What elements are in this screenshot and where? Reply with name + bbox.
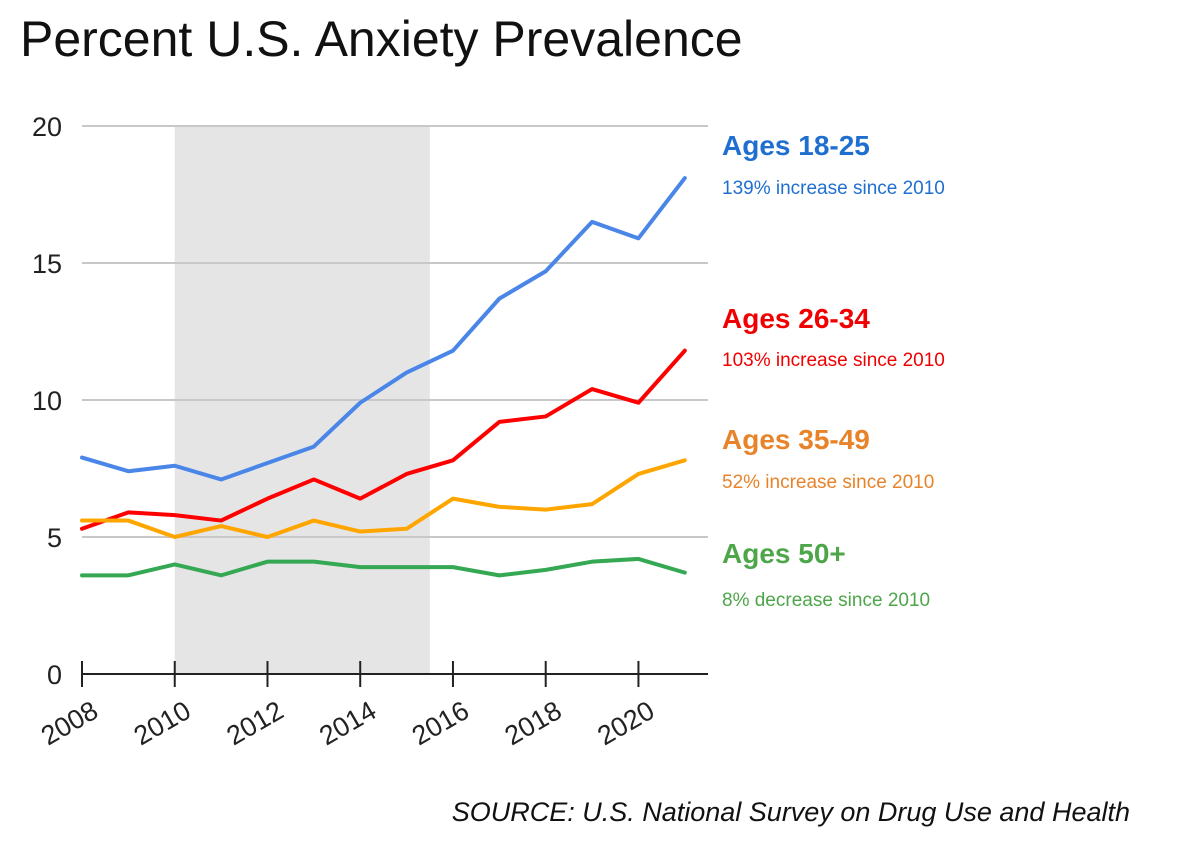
x-tick-label: 2018 <box>500 695 567 751</box>
y-tick-label: 20 <box>32 112 62 142</box>
x-tick-label: 2012 <box>221 695 288 751</box>
y-tick-label: 5 <box>47 523 62 553</box>
x-tick-label: 2016 <box>407 695 474 751</box>
chart-title: Percent U.S. Anxiety Prevalence <box>20 11 743 67</box>
series-change-note: 8% decrease since 2010 <box>722 590 931 611</box>
x-tick-label: 2010 <box>129 695 196 751</box>
x-tick-label: 2008 <box>36 695 103 751</box>
series-change-note: 52% increase since 2010 <box>722 472 935 493</box>
series-change-note: 139% increase since 2010 <box>722 178 945 199</box>
y-tick-label: 0 <box>47 660 62 690</box>
y-tick-label: 10 <box>32 386 62 416</box>
series-line-ages-18-25 <box>80 176 687 482</box>
series-name-label: Ages 35-49 <box>722 424 870 455</box>
series-name-label: Ages 26-34 <box>722 303 870 334</box>
series-lines <box>80 176 687 578</box>
series-name-label: Ages 18-25 <box>722 130 870 161</box>
gridlines <box>82 125 708 538</box>
series-line-ages-35-49 <box>80 458 687 539</box>
series-line-ages-50- <box>80 556 687 578</box>
y-axis-ticks: 0 5 10 15 20 <box>32 112 62 690</box>
x-tick-label: 2014 <box>314 695 381 751</box>
series-name-label: Ages 50+ <box>722 538 846 569</box>
series-line-ages-26-34 <box>80 348 687 531</box>
source-note: SOURCE: U.S. National Survey on Drug Use… <box>451 797 1130 827</box>
x-axis: 2008 2010 2012 2014 2016 2018 2020 <box>36 661 708 751</box>
series-change-note: 103% increase since 2010 <box>722 350 945 371</box>
y-tick-label: 15 <box>32 249 62 279</box>
x-tick-label: 2020 <box>592 695 659 751</box>
